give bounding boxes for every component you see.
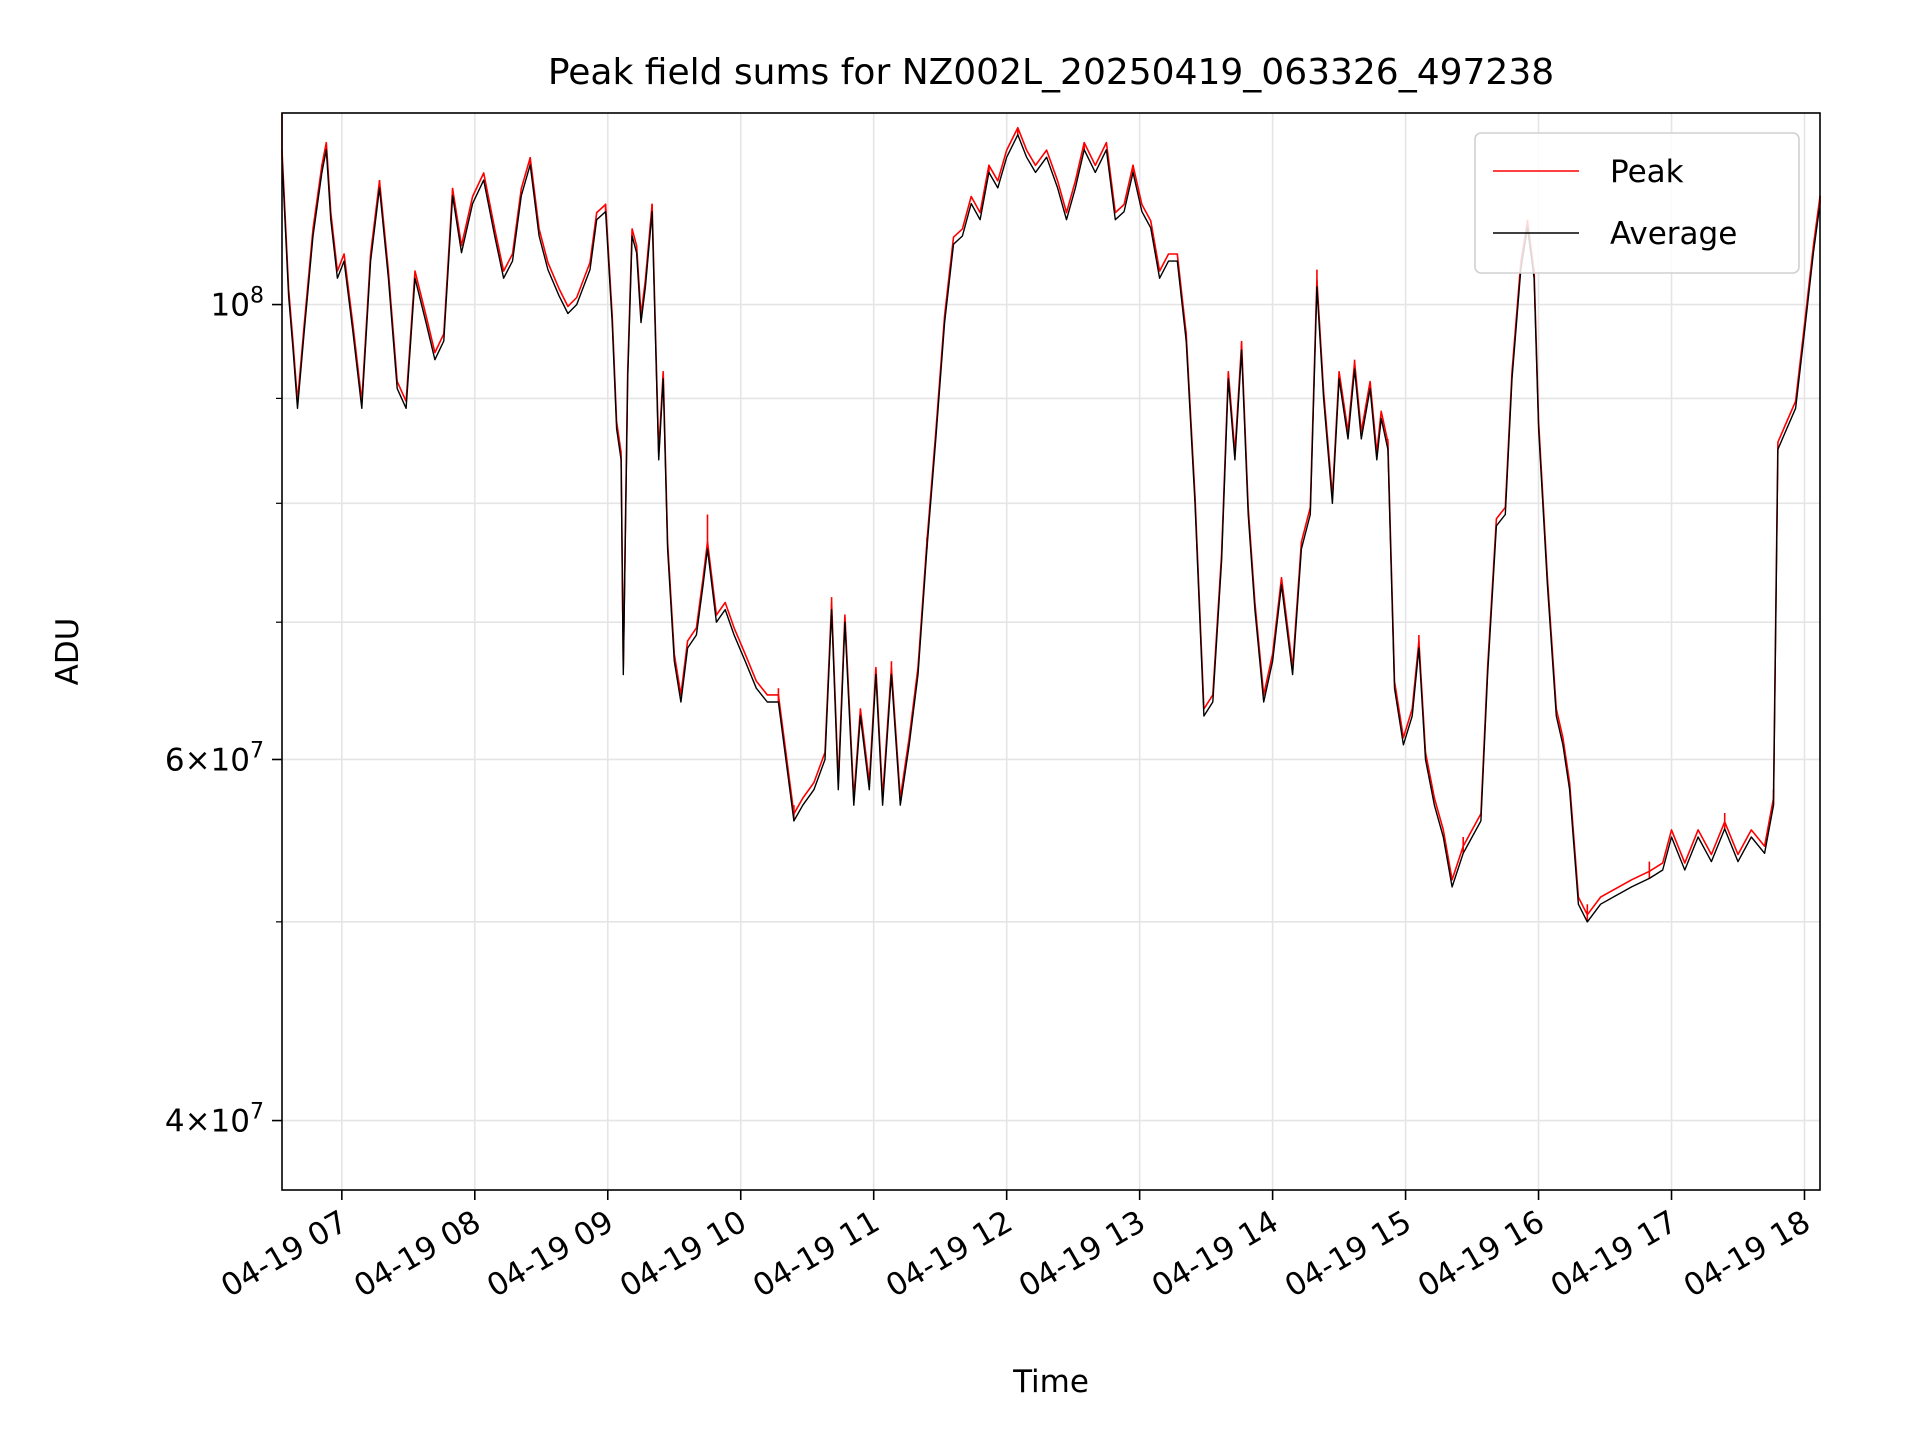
y-axis-label: ADU [50,618,86,686]
series-layer [281,113,1821,923]
x-axis-label: Time [1012,1364,1089,1400]
axes-frame [281,112,1821,1191]
grid [282,113,1820,1190]
y-tick-label: 108 [211,284,264,324]
series-average-line [281,134,1821,923]
chart-title: Peak field sums for NZ002L_20250419_0633… [548,52,1554,93]
legend-label-average: Average [1610,216,1737,252]
legend: Peak Average [1474,132,1800,274]
legend-label-peak: Peak [1610,154,1684,190]
y-tick-label: 6×107 [165,738,264,778]
legend-box [1474,132,1800,274]
y-tick-label: 4×107 [165,1100,264,1140]
